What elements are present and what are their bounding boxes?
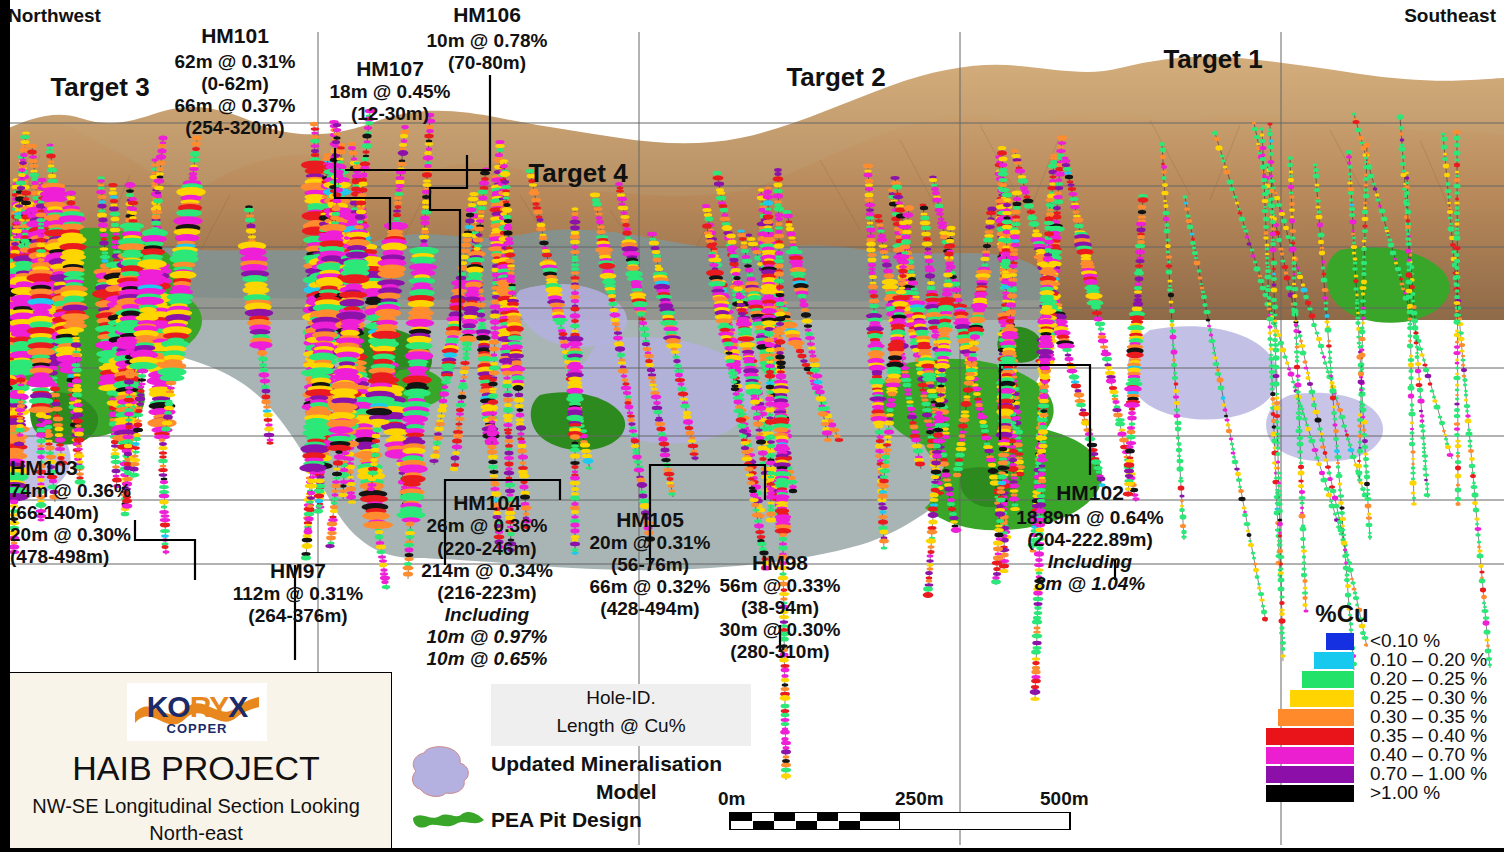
svg-text:<0.10 %: <0.10 % <box>1370 630 1440 651</box>
svg-text:0.70 – 1.00 %: 0.70 – 1.00 % <box>1370 763 1487 784</box>
svg-text:0.40 – 0.70 %: 0.40 – 0.70 % <box>1370 744 1487 765</box>
svg-text:KORYX: KORYX <box>147 690 249 723</box>
svg-text:0.10 – 0.20 %: 0.10 – 0.20 % <box>1370 649 1487 670</box>
svg-text:0.35 – 0.40 %: 0.35 – 0.40 % <box>1370 725 1487 746</box>
svg-text:0.30 – 0.35 %: 0.30 – 0.35 % <box>1370 706 1487 727</box>
svg-text:>1.00 %: >1.00 % <box>1370 782 1440 803</box>
svg-text:0.20 – 0.25 %: 0.20 – 0.25 % <box>1370 668 1487 689</box>
svg-text:COPPER: COPPER <box>167 721 228 736</box>
svg-text:%Cu: %Cu <box>1315 600 1368 627</box>
svg-text:0.25 – 0.30 %: 0.25 – 0.30 % <box>1370 687 1487 708</box>
